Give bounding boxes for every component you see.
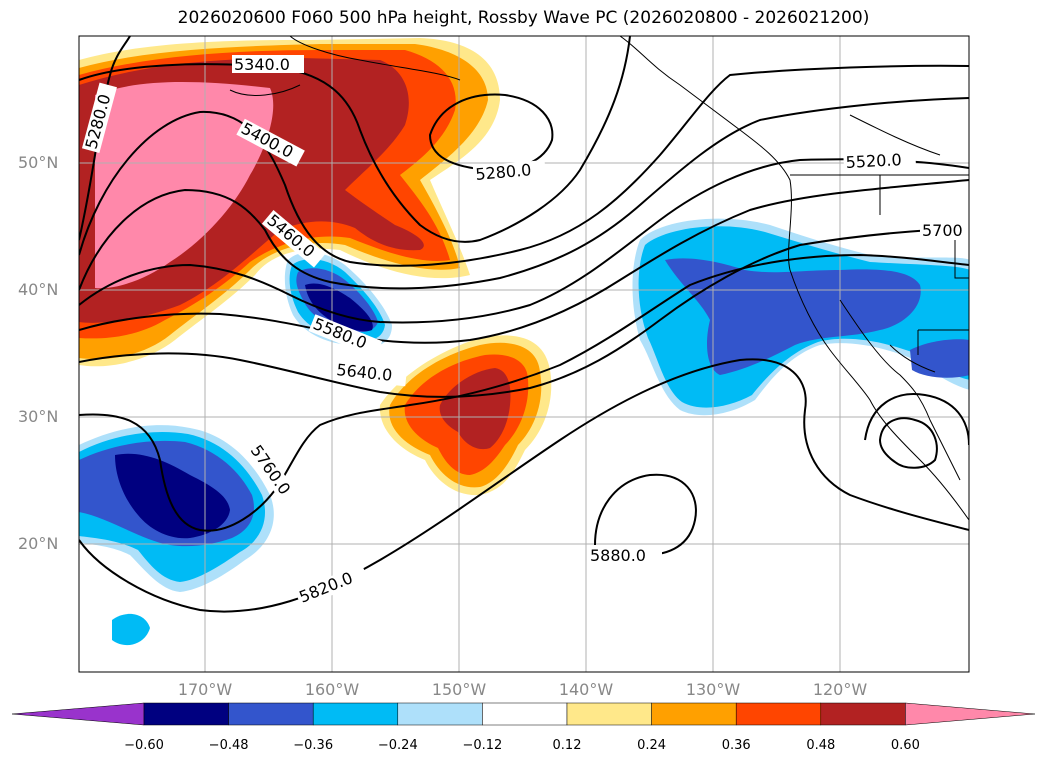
coastlines bbox=[229, 36, 969, 521]
lon-label: 130°W bbox=[685, 680, 741, 699]
colorbar-segment bbox=[820, 702, 906, 726]
lon-label: 170°W bbox=[177, 680, 233, 699]
anomaly-pink-nw bbox=[95, 82, 274, 289]
anomaly-cyan-small bbox=[112, 613, 150, 646]
map-frame bbox=[78, 35, 970, 673]
anomaly-navy-sw bbox=[115, 453, 230, 539]
contour-label: 5520.0 bbox=[845, 150, 902, 172]
contour-label: 5700 bbox=[922, 221, 963, 240]
colorbar-segment bbox=[566, 702, 652, 726]
colorbar-tick-label: 0.24 bbox=[637, 738, 667, 753]
contour-label: 5820.0 bbox=[296, 568, 355, 607]
lon-label: 160°W bbox=[304, 680, 360, 699]
anomaly-blue-e bbox=[665, 258, 921, 375]
colorbar-tick-label: −0.48 bbox=[208, 738, 249, 753]
colorbar-tick-label: 0.36 bbox=[721, 738, 751, 753]
colorbar-tick-label: −0.12 bbox=[462, 738, 503, 753]
colorbar-segment bbox=[143, 702, 229, 726]
lon-label: 150°W bbox=[431, 680, 487, 699]
figure-title: 2026020600 F060 500 hPa height, Rossby W… bbox=[177, 8, 870, 28]
colorbar-segment bbox=[11, 702, 145, 726]
colorbar-segment bbox=[312, 702, 399, 726]
colorbar-segment bbox=[651, 702, 737, 726]
lon-label: 120°W bbox=[812, 680, 868, 699]
colorbar-segment bbox=[397, 702, 483, 726]
colorbar-segment bbox=[905, 702, 1036, 726]
contour-label: 5880.0 bbox=[590, 546, 646, 565]
colorbar-tick-label: −0.24 bbox=[377, 738, 418, 753]
lat-label: 50°N bbox=[18, 153, 59, 172]
grid-lines bbox=[79, 36, 969, 672]
colorbar-tick-label: 0.12 bbox=[552, 738, 582, 753]
anomaly-shading bbox=[79, 38, 969, 646]
colorbar-tick-label: −0.36 bbox=[293, 738, 334, 753]
colorbar-segment bbox=[482, 702, 568, 726]
lon-label: 140°W bbox=[558, 680, 614, 699]
lat-label: 30°N bbox=[18, 407, 59, 426]
contour-label: 5640.0 bbox=[336, 360, 394, 385]
colorbar-segment bbox=[735, 702, 822, 726]
colorbar-tick-label: 0.60 bbox=[890, 738, 920, 753]
contour-label-group: 5340.0 5280.0 5400.0 5280.0 5460.0 5520.… bbox=[82, 55, 970, 608]
height-contours bbox=[79, 36, 969, 613]
colorbar bbox=[11, 702, 1036, 726]
colorbar-segment bbox=[228, 702, 314, 726]
lat-label: 20°N bbox=[18, 534, 59, 553]
contour-label: 5340.0 bbox=[234, 55, 290, 74]
lat-label: 40°N bbox=[18, 280, 59, 299]
colorbar-tick-label: −0.60 bbox=[124, 738, 164, 753]
colorbar-tick-label: 0.48 bbox=[806, 738, 836, 753]
contour-label: 5280.0 bbox=[475, 160, 532, 184]
